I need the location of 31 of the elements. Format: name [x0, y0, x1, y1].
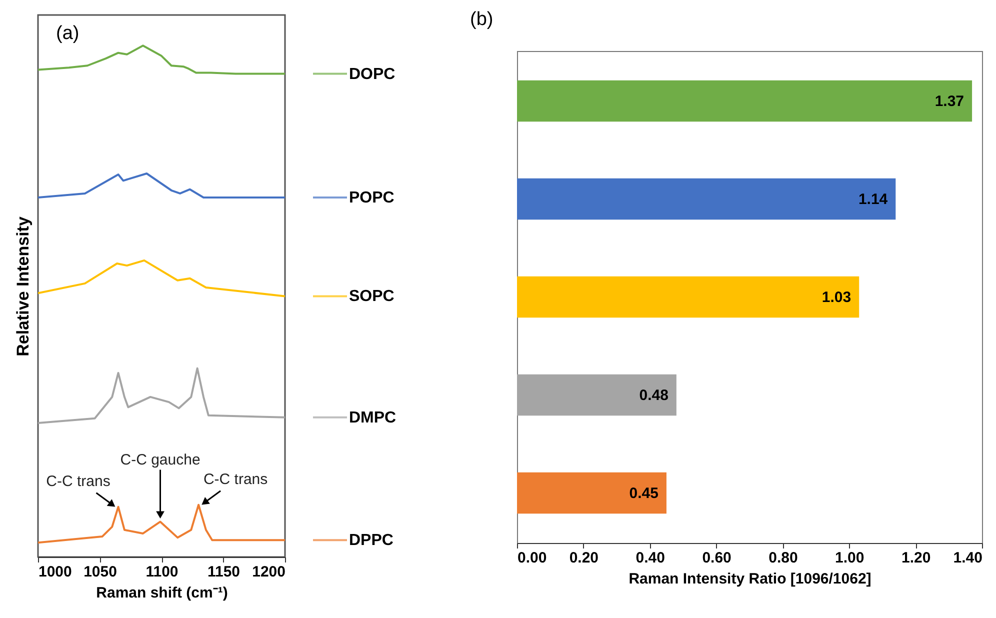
chart-title: (a) [56, 23, 80, 44]
x-axis-title: Raman Intensity Ratio [1096/1062] [628, 570, 872, 588]
y-axis-title: Relative Intensity [14, 216, 32, 356]
x-tick-label: 0.80 [768, 550, 798, 566]
x-tick-label: 1.20 [901, 550, 931, 566]
chart-title: (b) [470, 9, 494, 30]
annotation: C-C trans [203, 470, 268, 488]
annotation: C-C gauche [120, 452, 200, 469]
x-tick-label: 0.00 [518, 550, 547, 566]
legend-label: DPPC [349, 532, 394, 550]
data-label: 1.37 [934, 92, 964, 110]
x-tick-label: 0.20 [569, 550, 599, 566]
data-label: 1.03 [822, 289, 852, 306]
x-tick-label: 1.00 [835, 550, 864, 566]
legend-label: SOPC [349, 288, 395, 306]
x-tick-label: 0.40 [636, 550, 665, 566]
annotation: C-C trans [46, 472, 110, 490]
x-tick-label: 1.40 [953, 550, 982, 566]
x-axis-title: Raman shift (cm⁻¹) [96, 584, 228, 602]
x-tick-label: 1000 [38, 564, 72, 580]
x-tick-label: 0.60 [702, 550, 732, 566]
x-tick-label: 1100 [146, 564, 178, 580]
x-tick-label: 1150 [207, 564, 240, 580]
data-label: 0.45 [629, 485, 658, 502]
legend-label: DMPC [349, 409, 397, 426]
data-label: 1.14 [858, 190, 888, 208]
x-tick-label: 1200 [252, 564, 286, 580]
legend-label: POPC [349, 190, 395, 207]
data-label: 0.48 [639, 387, 668, 404]
x-tick-label: 1050 [84, 564, 117, 580]
legend-label: DOPC [349, 66, 396, 83]
